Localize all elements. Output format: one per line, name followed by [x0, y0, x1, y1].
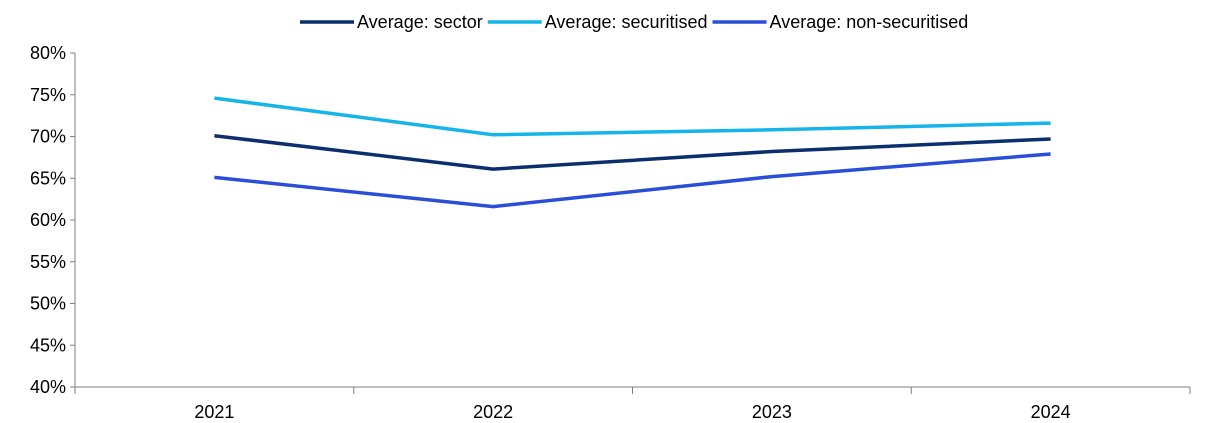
y-tick-label: 45% [30, 335, 66, 355]
legend: Average: sector Average: securitised Avera… [300, 12, 968, 32]
x-tick-label: 2022 [473, 402, 513, 422]
y-axis: 40% 45% 50% 55% 60% 65% 70% 75% 80% [30, 43, 76, 397]
y-tick-label: 75% [30, 85, 66, 105]
legend-item-3: Average: non-securitised [712, 12, 969, 32]
legend-item-1: Average: sector [300, 12, 483, 32]
series-line-2 [214, 96, 1051, 137]
x-tick-label: 2023 [752, 402, 792, 422]
legend-label: Average: non-securitised [770, 12, 969, 32]
y-tick-label: 60% [30, 210, 66, 230]
x-tick-label: 2024 [1031, 402, 1071, 422]
x-axis: 2021 2022 2023 2024 [74, 386, 1191, 422]
y-tick-label: 50% [30, 294, 66, 314]
series-layer [214, 96, 1051, 209]
x-tick-label: 2021 [194, 402, 234, 422]
series-line-1 [214, 133, 1051, 171]
y-tick-label: 70% [30, 127, 66, 147]
y-tick-label: 55% [30, 252, 66, 272]
legend-label: Average: sector [357, 12, 483, 32]
y-tick-label: 40% [30, 377, 66, 397]
series-line-3 [214, 152, 1051, 209]
y-tick-label: 65% [30, 168, 66, 188]
legend-label: Average: securitised [545, 12, 708, 32]
y-tick-label: 80% [30, 43, 66, 63]
legend-item-2: Average: securitised [487, 12, 708, 32]
